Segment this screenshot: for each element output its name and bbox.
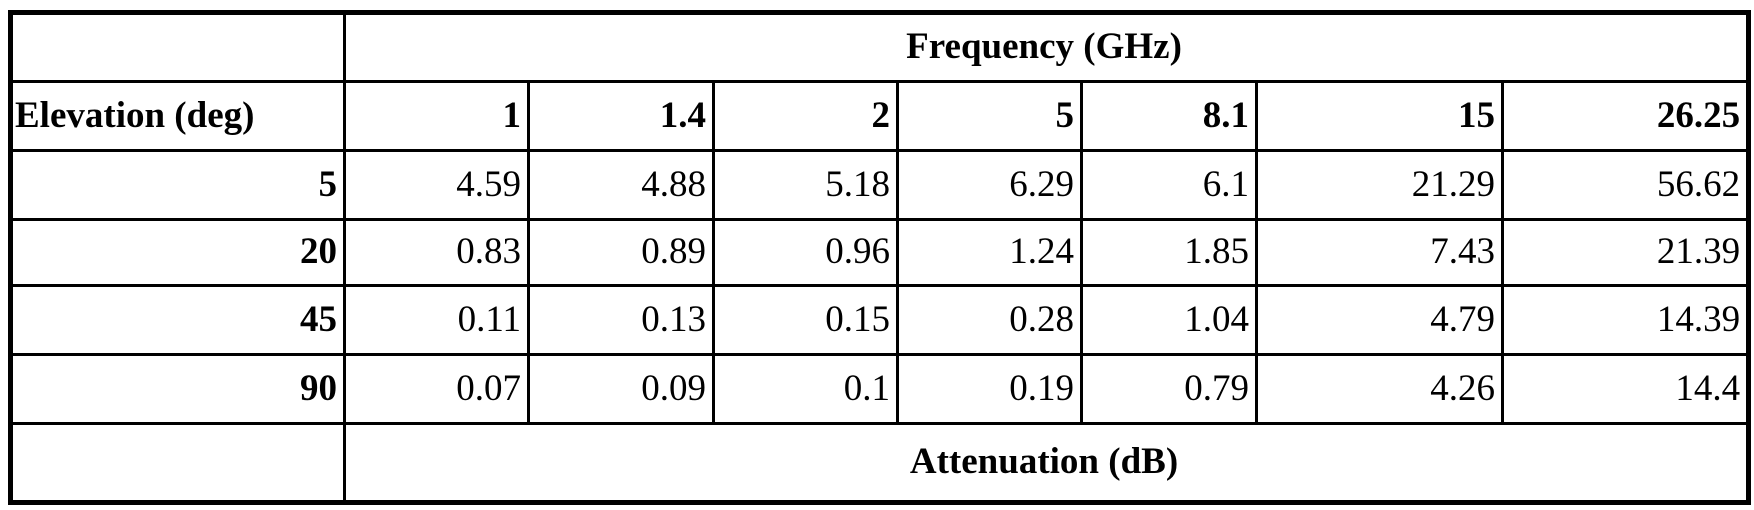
attenuation-cell: 0.79 [1080, 353, 1258, 425]
attenuation-cell: 56.62 [1500, 149, 1751, 221]
attenuation-cell: 0.96 [712, 218, 899, 287]
attenuation-cell: 0.15 [712, 284, 899, 356]
freq-col-header-8p1: 8.1 [1080, 80, 1258, 152]
attenuation-cell: 14.4 [1500, 353, 1751, 425]
attenuation-cell: 0.11 [343, 284, 530, 356]
attenuation-cell: 0.13 [527, 284, 715, 356]
attenuation-cell: 0.09 [527, 353, 715, 425]
attenuation-cell: 0.19 [896, 353, 1083, 425]
attenuation-cell: 6.1 [1080, 149, 1258, 221]
bottom-left-corner-cell [9, 422, 346, 504]
attenuation-cell: 7.43 [1255, 218, 1504, 287]
freq-col-header-5: 5 [896, 80, 1083, 152]
attenuation-cell: 4.88 [527, 149, 715, 221]
table-row-elevation-5: 5 4.59 4.88 5.18 6.29 6.1 21.29 56.62 [9, 149, 1751, 221]
table-row-elevation-45: 45 0.11 0.13 0.15 0.28 1.04 4.79 14.39 [9, 284, 1751, 356]
attenuation-cell: 4.26 [1255, 353, 1504, 425]
frequency-group-row: Frequency (GHz) [9, 11, 1751, 83]
attenuation-unit-label: Attenuation (dB) [342, 422, 1751, 504]
attenuation-cell: 1.04 [1080, 284, 1258, 356]
elevation-row-header: 20 [9, 218, 346, 287]
freq-col-header-1p4: 1.4 [527, 80, 715, 152]
table-row-elevation-90: 90 0.07 0.09 0.1 0.19 0.79 4.26 14.4 [9, 353, 1751, 425]
attenuation-cell: 1.24 [896, 218, 1083, 287]
frequency-group-header: Frequency (GHz) [342, 11, 1751, 83]
table-row-elevation-20: 20 0.83 0.89 0.96 1.24 1.85 7.43 21.39 [9, 218, 1751, 287]
elevation-row-header: 45 [9, 284, 346, 356]
attenuation-cell: 5.18 [712, 149, 899, 221]
attenuation-cell: 0.1 [712, 353, 899, 425]
attenuation-cell: 1.85 [1080, 218, 1258, 287]
attenuation-cell: 0.83 [343, 218, 530, 287]
attenuation-unit-row: Attenuation (dB) [9, 422, 1751, 504]
attenuation-cell: 4.59 [343, 149, 530, 221]
freq-col-header-1: 1 [343, 80, 530, 152]
attenuation-cell: 14.39 [1500, 284, 1751, 356]
attenuation-cell: 0.28 [896, 284, 1083, 356]
attenuation-cell: 0.89 [527, 218, 715, 287]
elevation-row-header: 5 [9, 149, 346, 221]
top-left-corner-cell [9, 11, 346, 83]
attenuation-cell: 4.79 [1255, 284, 1504, 356]
freq-col-header-2: 2 [712, 80, 899, 152]
elevation-row-header: 90 [9, 353, 346, 425]
freq-col-header-15: 15 [1255, 80, 1504, 152]
attenuation-cell: 21.39 [1500, 218, 1751, 287]
attenuation-table: Frequency (GHz) Elevation (deg) 1 1.4 2 … [8, 10, 1752, 505]
attenuation-cell: 21.29 [1255, 149, 1504, 221]
elevation-axis-header: Elevation (deg) [9, 80, 346, 152]
attenuation-cell: 6.29 [896, 149, 1083, 221]
freq-col-header-26p25: 26.25 [1500, 80, 1751, 152]
column-header-row: Elevation (deg) 1 1.4 2 5 8.1 15 26.25 [9, 80, 1751, 152]
attenuation-cell: 0.07 [343, 353, 530, 425]
